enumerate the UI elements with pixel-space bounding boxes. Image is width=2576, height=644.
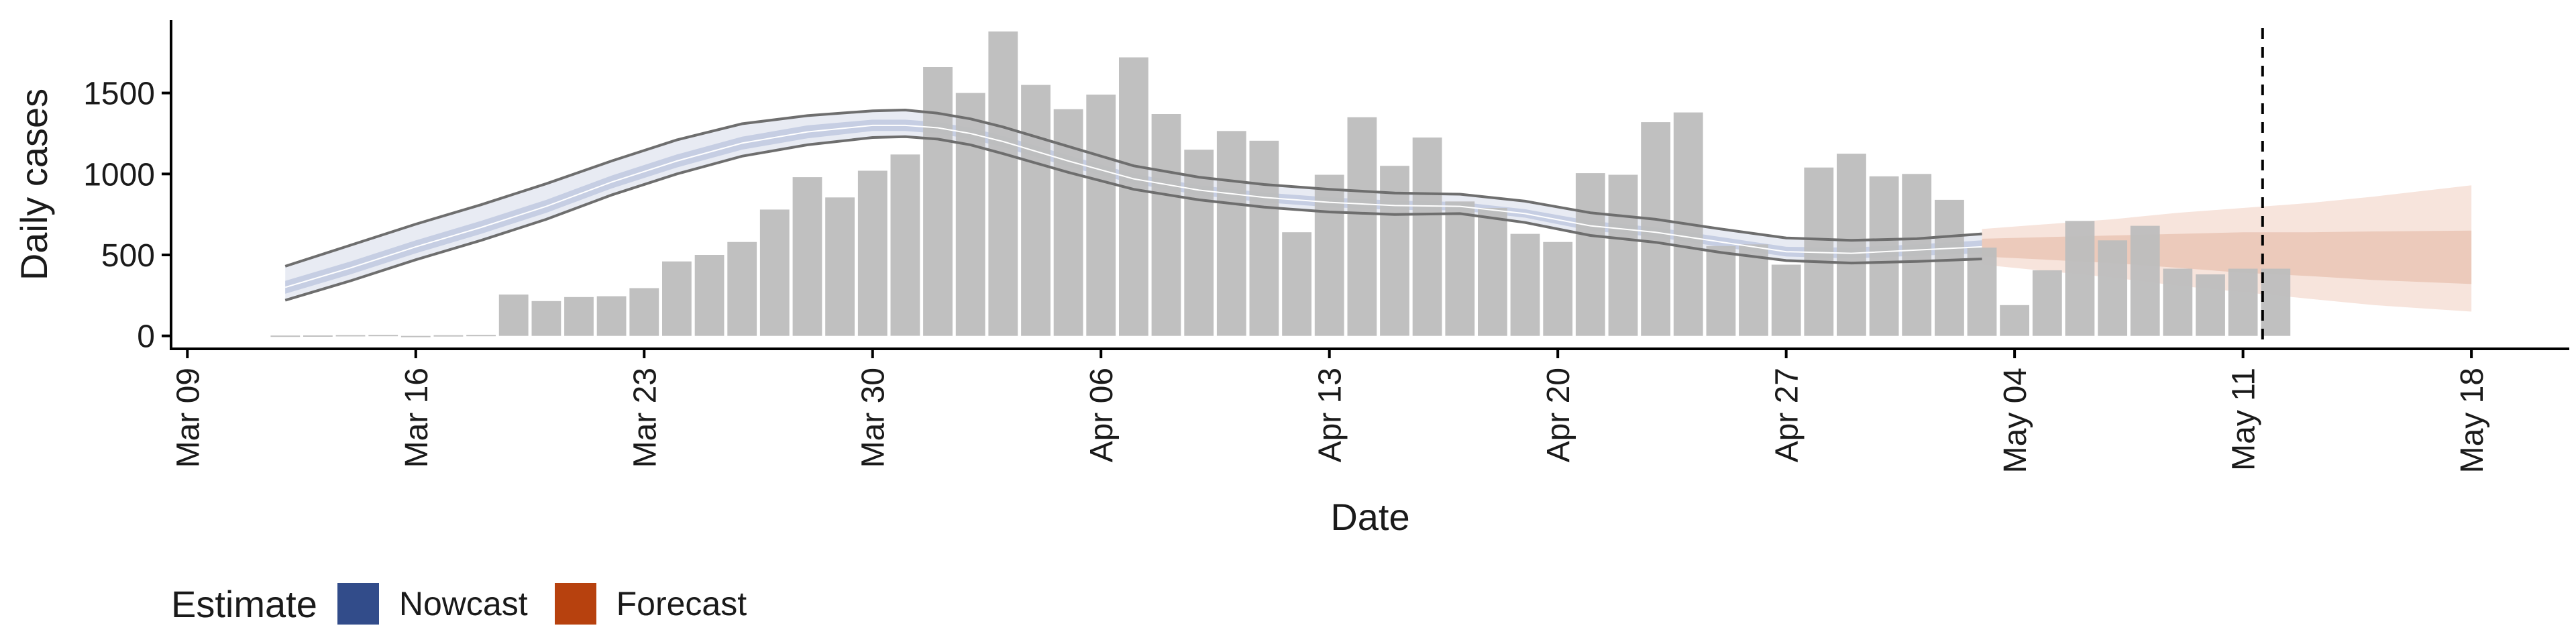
bar (270, 335, 301, 337)
bar (759, 209, 790, 336)
bar (825, 197, 855, 336)
bar (1119, 57, 1148, 336)
x-tick-label: May 11 (2226, 368, 2262, 471)
bar (1216, 131, 1246, 336)
bar (400, 335, 431, 337)
bar (1412, 138, 1442, 336)
bar (1771, 264, 1801, 336)
bar (498, 294, 529, 336)
bar (1151, 114, 1181, 336)
bar (564, 297, 594, 336)
bar (433, 335, 464, 337)
bar (955, 93, 985, 336)
x-tick-label: May 18 (2455, 368, 2490, 473)
bar (890, 154, 920, 336)
legend: Estimate Nowcast Forecast (171, 574, 773, 634)
x-axis-title: Date (1330, 496, 1409, 538)
bar (368, 335, 398, 337)
legend-label-forecast: Forecast (616, 585, 747, 623)
x-tick-label: Apr 06 (1084, 368, 1120, 462)
bar (2065, 221, 2095, 336)
legend-item-nowcast: Nowcast (337, 583, 528, 625)
bar (1543, 241, 1573, 336)
bar (2228, 268, 2258, 336)
bar (1967, 248, 1997, 336)
legend-title: Estimate (171, 582, 317, 625)
bar (1249, 140, 1279, 336)
x-tick-label: Apr 13 (1313, 368, 1348, 462)
legend-label-nowcast: Nowcast (398, 585, 528, 623)
bar-series (270, 31, 2291, 337)
bar (1282, 232, 1311, 336)
bar (1086, 95, 1116, 336)
bar (923, 67, 953, 336)
bar (531, 301, 561, 336)
y-tick-label: 1000 (83, 157, 155, 193)
chart: 0 500 1000 1500 Mar 09 Mar 16 Mar 23 Mar 30 Apr… (13, 20, 2569, 538)
nowcast-median-line (284, 124, 1982, 288)
legend-swatch-nowcast (337, 583, 379, 625)
bar (596, 296, 627, 336)
x-tick-label: Apr 27 (1770, 368, 1805, 462)
bar (662, 261, 692, 336)
bar (792, 177, 822, 336)
bar (2196, 274, 2225, 336)
bar (2130, 225, 2160, 336)
y-axis-ticks: 0 500 1000 1500 (83, 76, 171, 355)
y-tick-label: 1500 (83, 76, 155, 112)
bar (857, 170, 888, 336)
bar (335, 335, 366, 337)
bar (1935, 199, 1964, 336)
legend-swatch-forecast (554, 583, 596, 625)
bar (1445, 201, 1475, 336)
nowcast-lower-line (284, 135, 1982, 302)
bar (1706, 246, 1736, 336)
bar (1314, 174, 1344, 336)
bar (1641, 122, 1670, 336)
x-tick-label: May 04 (1998, 368, 2033, 473)
x-tick-label: Mar 09 (170, 368, 206, 468)
bar (1902, 174, 1932, 336)
bar (1608, 174, 1638, 336)
x-axis-ticks: Mar 09 Mar 16 Mar 23 Mar 30 Apr 06 Apr 13 Apr … (170, 349, 2490, 473)
bar (1869, 176, 1899, 336)
bar (1021, 85, 1051, 336)
bar (1184, 150, 1214, 336)
bar (1837, 154, 1866, 336)
bar (629, 288, 659, 336)
bar (466, 335, 496, 337)
x-tick-label: Apr 20 (1541, 368, 1576, 462)
legend-item-forecast: Forecast (554, 583, 747, 625)
nowcast-upper-line (284, 108, 1982, 268)
bar (2032, 270, 2062, 336)
bar (1575, 173, 1605, 336)
bar (2098, 240, 2127, 336)
bar (694, 255, 724, 336)
bar (2163, 268, 2193, 336)
bar (303, 335, 333, 337)
x-tick-label: Mar 23 (627, 368, 663, 468)
bar (2261, 268, 2291, 336)
bar (1510, 233, 1540, 336)
y-tick-label: 500 (101, 238, 155, 274)
estimate-lines (284, 108, 1982, 302)
bar (1478, 208, 1507, 336)
y-tick-label: 0 (137, 319, 155, 355)
bar (1347, 117, 1377, 336)
axes (170, 20, 2569, 350)
bar (2000, 305, 2029, 336)
bar (988, 31, 1018, 336)
x-tick-label: Mar 16 (399, 368, 435, 468)
bar (727, 241, 757, 336)
y-axis-title: Daily cases (13, 89, 55, 280)
bar (1739, 244, 1768, 336)
x-tick-label: Mar 30 (856, 368, 892, 468)
